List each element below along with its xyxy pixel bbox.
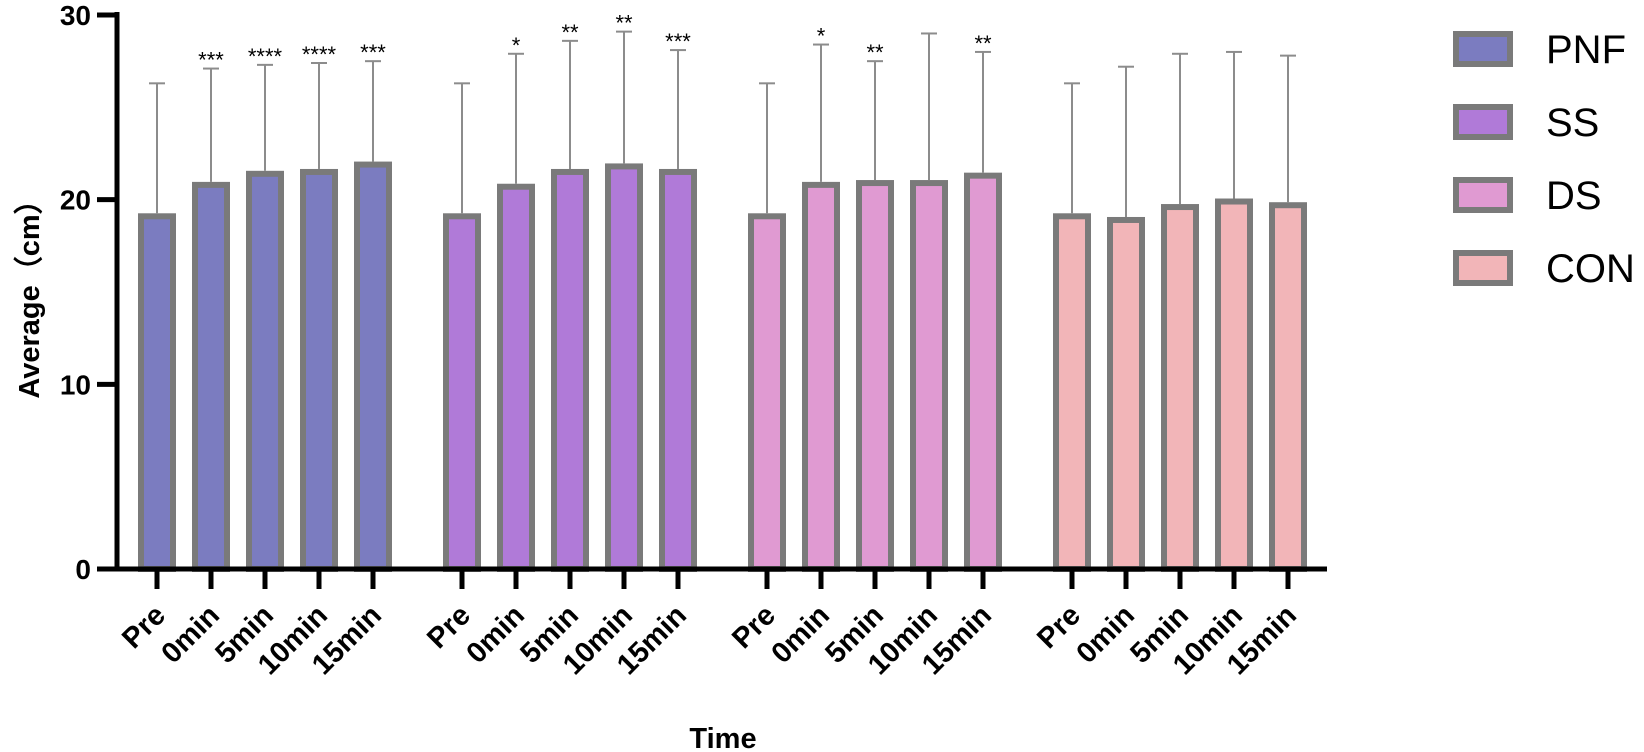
bar-con-10min — [1215, 198, 1253, 572]
bar-pnf-0min — [192, 181, 230, 572]
y-tick-label: 30 — [60, 0, 91, 31]
bar-ds-0min — [802, 181, 840, 572]
x-tick-label: 0min — [155, 599, 225, 669]
x-tick-label: 0min — [460, 599, 530, 669]
bar-con-pre — [1053, 213, 1091, 573]
bars-layer — [138, 161, 1307, 573]
legend-label-ds: DS — [1546, 174, 1602, 218]
significance-marker: *** — [198, 48, 224, 73]
x-axis-title: Time — [689, 723, 756, 752]
bar-pnf-pre — [138, 213, 176, 573]
legend-swatch-pnf — [1453, 31, 1513, 67]
significance-marker: ** — [866, 40, 884, 65]
legend: PNF SS DS CON — [1453, 28, 1635, 291]
significance-marker: ** — [561, 20, 579, 45]
y-tick-label: 0 — [75, 554, 91, 585]
bar-pnf-10min — [300, 168, 338, 572]
bar-ss-5min — [551, 168, 589, 572]
bar-ds-15min — [964, 172, 1002, 572]
legend-label-ss: SS — [1546, 101, 1599, 145]
axes — [114, 12, 1327, 572]
bar-con-0min — [1107, 216, 1145, 572]
significance-marker: *** — [360, 40, 386, 65]
significance-marker: ** — [974, 31, 992, 56]
significance-marker: * — [817, 24, 826, 49]
significance-marker: **** — [302, 42, 337, 67]
significance-marker: * — [512, 33, 521, 58]
x-tick-label: 0min — [765, 599, 835, 669]
bar-ds-5min — [856, 180, 894, 572]
x-tick-label: 0min — [1070, 599, 1140, 669]
bar-ds-10min — [910, 180, 948, 572]
y-axis-title: Average（cm） — [13, 185, 46, 398]
y-ticks: 0 10 20 30 — [60, 0, 117, 585]
legend-label-con: CON — [1546, 247, 1635, 291]
bar-con-15min — [1269, 202, 1307, 572]
legend-swatch-con — [1453, 250, 1513, 286]
y-tick-label: 10 — [60, 369, 91, 400]
legend-swatch-ds — [1453, 177, 1513, 213]
y-tick-label: 20 — [60, 185, 91, 216]
legend-swatch-ss — [1453, 104, 1513, 140]
significance-marker: ** — [615, 11, 633, 36]
bar-ss-10min — [605, 163, 643, 572]
significance-layer: *** **** **** *** *** ***** *** ** — [198, 11, 992, 73]
bar-ss-15min — [659, 168, 697, 572]
error-bars-layer — [149, 30, 1296, 217]
legend-label-pnf: PNF — [1546, 28, 1626, 72]
bar-ss-pre — [443, 213, 481, 573]
significance-marker: *** — [665, 29, 691, 54]
bar-pnf-5min — [246, 170, 284, 573]
bar-ss-0min — [497, 183, 535, 573]
bar-pnf-15min — [354, 161, 392, 573]
significance-marker: **** — [248, 44, 283, 69]
bar-ds-pre — [748, 213, 786, 573]
bar-con-5min — [1161, 204, 1199, 572]
